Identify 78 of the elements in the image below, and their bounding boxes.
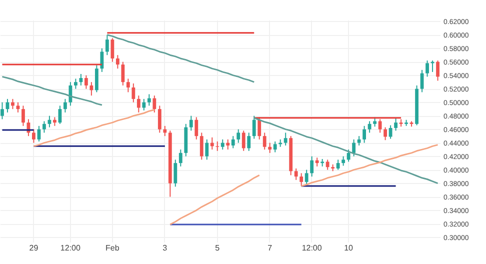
candlestick <box>268 142 272 154</box>
x-tick-label: 10 <box>344 244 354 252</box>
x-tick-label: 3 <box>162 244 168 252</box>
candlestick <box>384 126 387 141</box>
candlestick <box>304 169 308 186</box>
candlestick <box>326 159 330 170</box>
line-series <box>106 34 255 83</box>
candlestick <box>342 156 346 166</box>
candlestick <box>22 105 25 126</box>
x-tick-label: 5 <box>215 244 220 252</box>
candlestick <box>163 125 167 137</box>
candlestick <box>132 82 136 103</box>
candlestick <box>220 138 224 150</box>
candlestick <box>346 149 350 162</box>
candlestick <box>16 102 20 113</box>
line-series <box>1 76 103 106</box>
x-tick-label: 12:00 <box>302 244 322 252</box>
candlestick <box>426 60 429 78</box>
candlestick <box>436 60 440 82</box>
candlestick <box>79 73 83 86</box>
candlestick <box>310 156 314 178</box>
candlestick <box>121 61 125 86</box>
candlestick <box>126 78 130 93</box>
candlestick <box>258 116 262 140</box>
candlestick <box>226 138 230 150</box>
candlestick <box>136 95 140 113</box>
candlestick <box>352 138 356 157</box>
candlestick <box>32 128 36 144</box>
candlestick <box>189 115 193 132</box>
candlestick <box>178 149 182 167</box>
candlestick <box>105 34 109 56</box>
candlestick <box>63 98 67 113</box>
candlestick <box>147 94 151 106</box>
candlestick <box>284 132 288 146</box>
candlestick <box>116 54 120 70</box>
candlestick <box>373 116 377 128</box>
line-series <box>169 174 260 226</box>
candlestick <box>394 118 398 132</box>
candlestick <box>58 105 62 124</box>
x-tick-label: 29 <box>29 244 39 252</box>
candlestick <box>357 136 361 146</box>
candlestick <box>378 118 382 134</box>
candlestick <box>247 132 251 152</box>
candlestick <box>84 74 88 90</box>
candlestick <box>362 125 366 144</box>
candlestick <box>11 98 14 110</box>
candlestick <box>90 82 94 96</box>
candlestick <box>205 138 209 160</box>
candlestick <box>100 48 104 72</box>
line-series <box>253 117 439 184</box>
candlestick <box>142 98 146 111</box>
candlestick <box>68 82 72 106</box>
candlestick <box>210 136 214 150</box>
candlestick <box>231 136 235 149</box>
candlestick <box>252 115 256 140</box>
candlestick <box>200 132 204 160</box>
candlestick <box>368 120 372 134</box>
x-tick-label: 12:00 <box>60 244 81 252</box>
x-tick-label: 7 <box>268 244 273 252</box>
candlestick <box>273 140 277 153</box>
candlestick <box>174 159 178 188</box>
candlestick <box>110 38 114 62</box>
candlestick <box>74 78 78 90</box>
candlestick <box>262 132 266 150</box>
candlestick <box>94 64 98 93</box>
x-tick-label: Feb <box>106 244 120 252</box>
candlestick <box>0 102 4 120</box>
candlestick <box>216 140 220 152</box>
candlestick <box>152 95 156 113</box>
candlestick <box>242 130 246 152</box>
candlestick <box>42 120 46 134</box>
candlestick <box>158 105 162 134</box>
candlestick <box>294 168 298 180</box>
candlestick <box>236 128 240 144</box>
candlestick <box>300 172 304 186</box>
line-series <box>300 144 439 187</box>
candlestick <box>194 116 198 140</box>
candlestick <box>336 159 340 170</box>
